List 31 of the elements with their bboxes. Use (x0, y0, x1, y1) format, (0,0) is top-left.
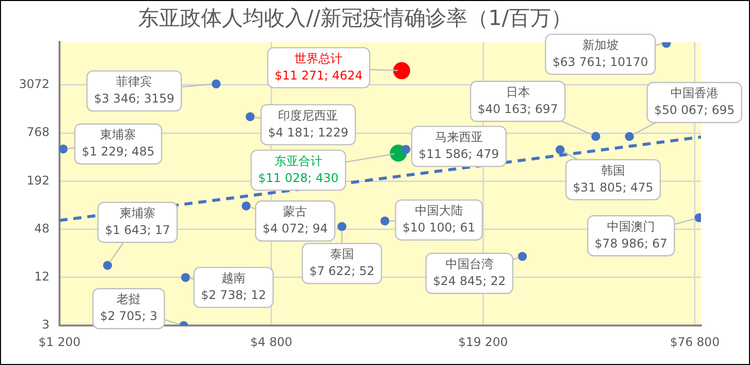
text: 东亚合计 (274, 154, 322, 168)
data-label: $11 271; 4624 (274, 68, 363, 82)
text: 世界总计 (294, 51, 343, 66)
data-label: 東埔寨 $1 229; 485 (82, 128, 155, 159)
chart-title: 东亚政体人均收入//新冠疫情确诊率（1/百万） (138, 6, 572, 30)
y-tick-label: 192 (26, 173, 50, 188)
data-label: 马来西亚 $11 586; 479 (418, 130, 500, 162)
data-label: 蒙古 $4 072; 94 (262, 204, 328, 236)
y-tick-label: 768 (26, 125, 50, 140)
data-label: 新加坡 $63 761; 10170 (552, 38, 648, 69)
data-label: 柬埔寨 $1 643; 17 (104, 206, 170, 237)
data-label: 中国香港 $50 067; 695 (654, 86, 735, 118)
y-tick-label: 48 (34, 221, 50, 236)
x-tick-label: $76 800 (670, 334, 720, 349)
data-label: 中国台湾 $24 845; 22 (433, 257, 506, 288)
x-tick-label: $1 200 (38, 334, 81, 349)
data-label: 越南 $2 738; 12 (200, 271, 266, 302)
data-label: $11 028; 430 (258, 170, 339, 185)
x-tick-label: $19 200 (458, 334, 508, 349)
y-tick-label: 3072 (18, 77, 50, 92)
data-label: 泰国 $7 622; 52 (309, 247, 374, 278)
data-label: 日本 $40 163; 697 (478, 85, 558, 116)
data-label: 韩国 $31 805; 475 (572, 163, 654, 194)
x-tick-label: $4 800 (250, 334, 292, 349)
data-label: 菲律宾 $3 346; 3159 (94, 74, 174, 106)
data-label: 印度尼西亚 $4 181; 1229 (268, 108, 348, 140)
data-label: 老挝 $2 705; 3 (100, 292, 158, 324)
data-label: 中国大陆 $10 100; 61 (402, 204, 476, 235)
data-label: 中国澳门 $78 986; 67 (594, 219, 668, 250)
y-tick-label: 12 (34, 270, 50, 284)
y-tick-label: 3 (42, 318, 50, 332)
